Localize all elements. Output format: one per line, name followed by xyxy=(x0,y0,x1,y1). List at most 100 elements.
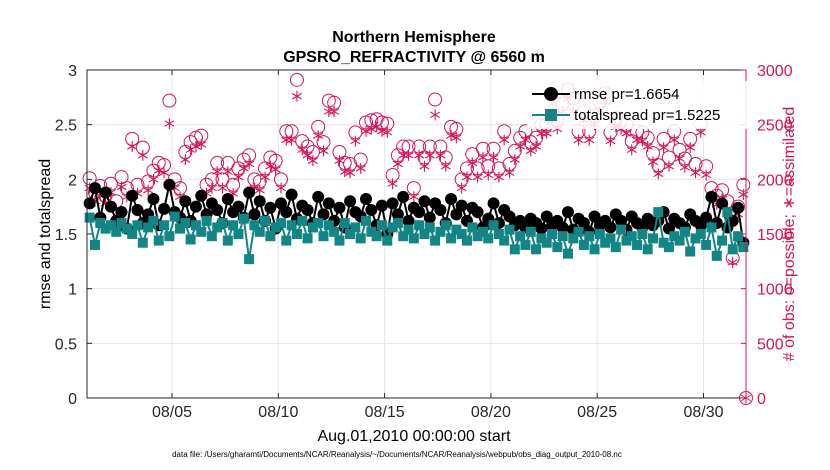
assimilated-point xyxy=(653,168,664,180)
rmse-point xyxy=(556,221,569,234)
assimilated-point xyxy=(493,171,504,183)
totalspread-point xyxy=(589,244,600,255)
assimilated-point xyxy=(461,171,473,183)
assimilated-point xyxy=(318,145,329,157)
totalspread-point xyxy=(541,237,552,248)
totalspread-point xyxy=(467,222,478,233)
rmse-point xyxy=(280,206,293,219)
totalspread-point xyxy=(345,229,356,239)
assimilated-point xyxy=(738,189,749,201)
assimilated-point xyxy=(238,162,249,174)
totalspread-point xyxy=(159,220,170,231)
totalspread-point xyxy=(355,233,366,244)
totalspread-point xyxy=(222,235,233,246)
rmse-point xyxy=(274,197,287,210)
totalspread-point xyxy=(419,229,430,239)
rmse-point xyxy=(264,201,277,214)
assimilated-point xyxy=(334,155,345,167)
totalspread-point xyxy=(430,235,441,246)
totalspread-point xyxy=(376,220,387,231)
x-tick-label: 08/25 xyxy=(577,404,617,421)
rmse-point xyxy=(561,206,574,219)
rmse-point xyxy=(365,203,378,216)
x-tick-label: 08/15 xyxy=(365,404,405,421)
y-tick-label-left: 0.5 xyxy=(55,336,77,353)
assimilated-point xyxy=(679,161,690,173)
rmse-point xyxy=(88,182,101,195)
assimilated-point xyxy=(366,123,377,135)
legend-box xyxy=(527,81,747,129)
assimilated-point xyxy=(541,127,552,139)
assimilated-point xyxy=(690,167,701,179)
totalspread-point xyxy=(461,235,472,246)
assimilated-point xyxy=(520,134,531,146)
assimilated-point xyxy=(313,130,324,142)
totalspread-point xyxy=(722,207,733,218)
totalspread-point xyxy=(329,226,340,237)
totalspread-point xyxy=(228,220,239,231)
x-tick-label: 08/10 xyxy=(258,404,298,421)
totalspread-point xyxy=(313,218,324,229)
legend-totalspread-label: totalspread pr=1.5225 xyxy=(574,107,720,124)
rmse-point xyxy=(147,193,160,206)
y-axis-label-left: rmse and totalspread xyxy=(37,159,54,309)
rmse-point xyxy=(732,201,745,214)
assimilated-point xyxy=(637,135,648,147)
totalspread-point xyxy=(275,218,286,229)
totalspread-point xyxy=(281,235,292,246)
totalspread-point xyxy=(164,231,175,242)
assimilated-point xyxy=(669,134,680,146)
assimilated-point xyxy=(584,134,595,146)
totalspread-point xyxy=(573,226,584,237)
assimilated-point xyxy=(605,135,616,147)
y-tick-label-left: 0 xyxy=(68,391,77,408)
rmse-point xyxy=(450,208,463,221)
totalspread-point xyxy=(733,231,744,242)
rmse-point xyxy=(413,206,426,219)
assimilated-point xyxy=(180,154,191,166)
assimilated-point xyxy=(190,141,201,153)
assimilated-point xyxy=(307,155,318,167)
y-axis-label-right: # of obs: o=possible; ∗=assimilated xyxy=(781,107,798,361)
rmse-point xyxy=(705,190,718,203)
assimilated-point xyxy=(291,90,302,102)
totalspread-point xyxy=(361,215,372,226)
rmse-point xyxy=(126,189,139,202)
series-rmse xyxy=(83,178,750,249)
assimilated-point xyxy=(515,141,526,153)
totalspread-point xyxy=(520,239,531,250)
totalspread-point xyxy=(286,220,297,231)
totalspread-point xyxy=(387,222,398,233)
rmse-point xyxy=(360,193,373,206)
totalspread-point xyxy=(392,218,403,229)
assimilated-point xyxy=(302,149,313,161)
y-tick-label-right: 3000 xyxy=(757,63,793,80)
assimilated-point xyxy=(408,191,419,203)
totalspread-point xyxy=(674,235,685,246)
legend-totalspread-marker xyxy=(545,109,557,121)
rmse-point xyxy=(503,210,516,223)
legend-rmse-label: rmse pr=1.6654 xyxy=(574,86,679,103)
assimilated-point xyxy=(573,134,584,146)
totalspread-point xyxy=(616,224,627,235)
assimilated-point xyxy=(164,118,175,130)
rmse-point xyxy=(322,197,335,210)
rmse-point xyxy=(487,197,500,210)
totalspread-point xyxy=(594,229,605,239)
assimilated-point xyxy=(674,153,685,165)
assimilated-point xyxy=(509,154,520,166)
assimilated-point xyxy=(233,171,244,183)
totalspread-point xyxy=(206,231,217,242)
y-tick-label-right: 2500 xyxy=(757,118,793,135)
totalspread-point xyxy=(121,223,132,234)
totalspread-point xyxy=(711,250,722,261)
rmse-point xyxy=(615,214,628,227)
rmse-point xyxy=(344,195,357,208)
rmse-point xyxy=(285,188,298,201)
totalspread-point xyxy=(89,239,100,250)
totalspread-point xyxy=(398,231,409,242)
rmse-point xyxy=(317,208,330,221)
rmse-point xyxy=(179,195,192,208)
rmse-point xyxy=(211,203,224,216)
rmse-point xyxy=(104,200,117,213)
